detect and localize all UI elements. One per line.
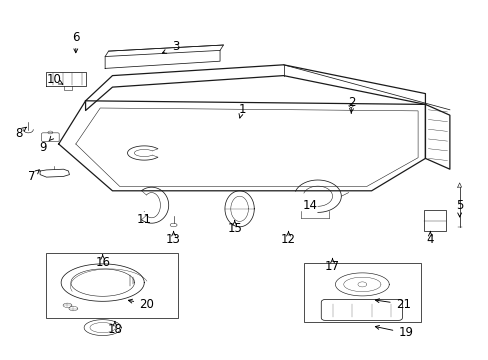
Text: 6: 6 — [72, 31, 80, 44]
Text: 15: 15 — [227, 222, 242, 235]
Text: 18: 18 — [107, 323, 122, 336]
Text: 10: 10 — [46, 73, 61, 86]
Text: 7: 7 — [28, 170, 36, 183]
Text: 4: 4 — [426, 233, 433, 246]
Bar — [46, 253, 178, 318]
Text: 11: 11 — [137, 213, 151, 226]
Text: 17: 17 — [325, 260, 339, 273]
Text: 16: 16 — [95, 256, 110, 269]
Text: 13: 13 — [166, 233, 181, 246]
Text: 2: 2 — [347, 96, 355, 109]
Text: 8: 8 — [15, 127, 22, 140]
Text: 12: 12 — [281, 233, 295, 246]
Text: 5: 5 — [455, 199, 463, 212]
Text: 1: 1 — [238, 103, 245, 116]
Bar — [304, 263, 420, 322]
Text: 21: 21 — [395, 298, 410, 311]
Bar — [424, 210, 446, 231]
Text: 3: 3 — [172, 40, 180, 53]
Text: 19: 19 — [398, 327, 412, 339]
Text: 14: 14 — [303, 199, 317, 212]
Text: 9: 9 — [39, 141, 47, 154]
Text: 20: 20 — [139, 298, 154, 311]
